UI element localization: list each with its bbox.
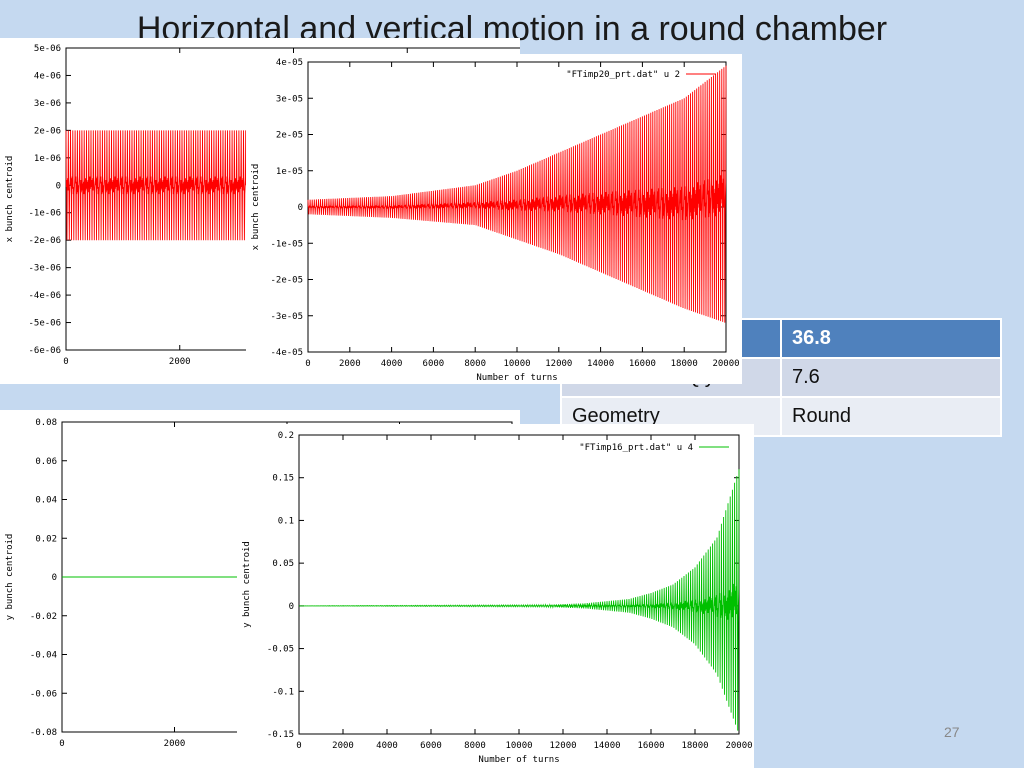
- plot-frame: [298, 434, 740, 735]
- x-tick-label: 6000: [423, 359, 445, 369]
- y-tick-label: -0.05: [267, 645, 294, 655]
- x-tick-label: 4000: [376, 741, 398, 751]
- y-tick-label: -1e-06: [28, 209, 61, 219]
- y-tick-label: 0.15: [272, 474, 294, 484]
- y-tick-label: 0.2: [278, 431, 294, 441]
- series-line: [299, 469, 740, 731]
- x-tick-label: 0: [59, 739, 64, 749]
- y-tick-label: -1e-05: [270, 239, 303, 249]
- table-row: Vert. chrom. Q'y 7.6: [560, 357, 1002, 398]
- x-tick-label: 12000: [549, 741, 576, 751]
- y-tick-label: -4e-05: [270, 348, 303, 358]
- y-tick-label: -0.1: [272, 687, 294, 697]
- x-tick-label: 12000: [545, 359, 572, 369]
- x-tick-label: 14000: [587, 359, 614, 369]
- plot-horizontal-long: 4e-05 3e-05 2e-05 1e-05 0 -1e-05 -2e-05 -3e-05 -…: [246, 54, 742, 384]
- x-tick-label: 8000: [464, 359, 486, 369]
- y-tick-label: 2e-06: [34, 126, 61, 136]
- y-axis-label: y bunch centroid: [5, 534, 15, 621]
- x-tick-label: 4000: [381, 359, 403, 369]
- y-tick-label: -3e-05: [270, 312, 303, 322]
- y-axis-label: y bunch centroid: [242, 541, 252, 628]
- x-axis-label: Number of turns: [478, 755, 559, 765]
- y-tick-label: -2e-05: [270, 276, 303, 286]
- y-tick-label: 0: [56, 181, 61, 191]
- plot-vertical-long: 0.2 0.15 0.1 0.05 0 -0.05 -0.1 -0.15 0 2000 4000 60…: [237, 424, 754, 768]
- x-tick-label: 20000: [725, 741, 752, 751]
- x-axis-label: Number of turns: [476, 373, 557, 383]
- series-line: [307, 65, 727, 323]
- y-tick-label: 0.06: [35, 457, 57, 467]
- y-tick-label: 2e-05: [276, 131, 303, 141]
- x-tick-label: 0: [305, 359, 310, 369]
- y-tick-label: 3e-06: [34, 99, 61, 109]
- table-row: 36.8: [560, 318, 1002, 359]
- x-tick-label: 20000: [712, 359, 739, 369]
- y-tick-label: 5e-06: [34, 44, 61, 54]
- x-tick-label: 2000: [332, 741, 354, 751]
- parameter-table: 36.8 Vert. chrom. Q'y 7.6 Geometry Round: [560, 318, 1002, 437]
- y-tick-label: -2e-06: [28, 236, 61, 246]
- legend-label: "FTimp16_prt.dat" u 4: [579, 443, 693, 453]
- y-axis-label: x bunch centroid: [5, 156, 15, 243]
- y-tick-label: -0.06: [30, 689, 57, 699]
- x-tick-label: 2000: [164, 739, 186, 749]
- table-cell-value: 7.6: [780, 357, 1002, 398]
- chart-vertical-long: 0.20.150.10.050-0.05-0.1-0.150 2000 4000 60…: [242, 431, 753, 765]
- x-tick-label: 0: [296, 741, 301, 751]
- x-tick-label: 0: [63, 357, 68, 367]
- y-tick-label: 3e-05: [276, 94, 303, 104]
- legend-label: "FTimp20_prt.dat" u 2: [566, 70, 680, 80]
- y-tick-label: 0.02: [35, 534, 57, 544]
- y-tick-label: -0.15: [267, 730, 294, 740]
- y-tick-label: 0.04: [35, 496, 57, 506]
- y-tick-label: -4e-06: [28, 291, 61, 301]
- x-tick-label: 8000: [464, 741, 486, 751]
- y-tick-label: 0: [298, 203, 303, 213]
- x-tick-label: 2000: [339, 359, 361, 369]
- y-tick-label: -0.08: [30, 728, 57, 738]
- y-tick-label: 1e-06: [34, 154, 61, 164]
- y-tick-label: -0.04: [30, 651, 57, 661]
- y-tick-label: 0: [289, 602, 294, 612]
- x-tick-label: 10000: [505, 741, 532, 751]
- table-cell-value: Round: [780, 396, 1002, 437]
- y-tick-label: 4e-06: [34, 71, 61, 81]
- x-tick-label: 16000: [637, 741, 664, 751]
- y-axis-label: x bunch centroid: [251, 164, 261, 251]
- x-tick-label: 2000: [169, 357, 191, 367]
- x-tick-label: 6000: [420, 741, 442, 751]
- x-tick-label: 18000: [681, 741, 708, 751]
- chart-horizontal-long: 4e-05 3e-05 2e-05 1e-05 0 -1e-05 -2e-05 -3e-05 -…: [251, 58, 740, 383]
- y-tick-label: 1e-05: [276, 167, 303, 177]
- y-tick-label: 0.1: [278, 516, 294, 526]
- y-tick-label: -3e-06: [28, 264, 61, 274]
- y-tick-label: 4e-05: [276, 58, 303, 68]
- x-tick-label: 18000: [671, 359, 698, 369]
- x-tick-label: 10000: [503, 359, 530, 369]
- y-tick-label: -6e-06: [28, 346, 61, 356]
- y-tick-label: 0.05: [272, 559, 294, 569]
- y-tick-label: -5e-06: [28, 319, 61, 329]
- page-number: 27: [944, 724, 960, 740]
- x-tick-label: 14000: [593, 741, 620, 751]
- y-tick-label: 0: [52, 573, 57, 583]
- table-cell-value: 36.8: [780, 318, 1002, 359]
- y-tick-label: 0.08: [35, 418, 57, 428]
- x-tick-label: 16000: [629, 359, 656, 369]
- y-tick-label: -0.02: [30, 612, 57, 622]
